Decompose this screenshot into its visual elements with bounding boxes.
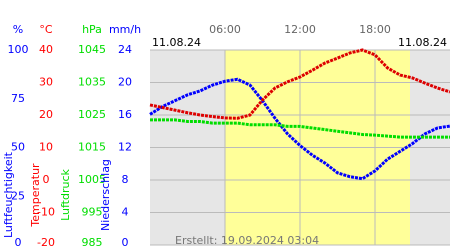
- series-line: [149, 48, 450, 120]
- y-tick-label: 100: [8, 43, 29, 56]
- y-tick-label: 40: [39, 43, 53, 56]
- series-line: [149, 77, 450, 181]
- y-tick-label: 25: [11, 189, 25, 202]
- y-tick-label: 12: [118, 141, 132, 154]
- x-tick-label: 18:00: [359, 23, 391, 36]
- y-tick-label: 10: [39, 141, 53, 154]
- x-tick-label: 12:00: [284, 23, 316, 36]
- y-tick-label: 1005: [78, 173, 106, 186]
- y-tick-label: 1035: [78, 76, 106, 89]
- series-line: [150, 118, 450, 139]
- y-tick-label: 30: [39, 76, 53, 89]
- axis-title: Temperatur: [29, 163, 42, 228]
- axis-unit: °C: [39, 23, 53, 36]
- y-tick-label: -20: [37, 236, 55, 249]
- axis-title: Luftfeuchtigkeit: [2, 151, 15, 238]
- date-right: 11.08.24: [398, 36, 447, 49]
- y-tick-label: -10: [37, 206, 55, 219]
- y-tick-label: 75: [11, 92, 25, 105]
- y-tick-label: 0: [122, 236, 129, 249]
- created-note: Erstellt: 19.09.2024 03:04: [175, 234, 319, 247]
- y-tick-label: 1045: [78, 43, 106, 56]
- y-tick-label: 4: [122, 206, 129, 219]
- y-tick-label: 20: [118, 76, 132, 89]
- axis-unit: mm/h: [109, 23, 141, 36]
- y-tick-label: 985: [82, 236, 103, 249]
- axis-title: Niederschlag: [99, 159, 112, 231]
- y-tick-label: 24: [118, 43, 132, 56]
- y-tick-label: 20: [39, 108, 53, 121]
- date-left: 11.08.24: [152, 36, 201, 49]
- axis-unit: hPa: [82, 23, 102, 36]
- x-tick-label: 06:00: [209, 23, 241, 36]
- y-tick-label: 1025: [78, 108, 106, 121]
- y-tick-label: 1015: [78, 141, 106, 154]
- axis-title: Luftdruck: [59, 168, 72, 220]
- y-tick-label: 50: [11, 141, 25, 154]
- y-tick-label: 16: [118, 108, 132, 121]
- y-tick-label: 0: [15, 236, 22, 249]
- y-tick-label: 0: [43, 173, 50, 186]
- y-tick-label: 8: [122, 173, 129, 186]
- y-tick-label: 995: [82, 206, 103, 219]
- axis-unit: %: [13, 23, 23, 36]
